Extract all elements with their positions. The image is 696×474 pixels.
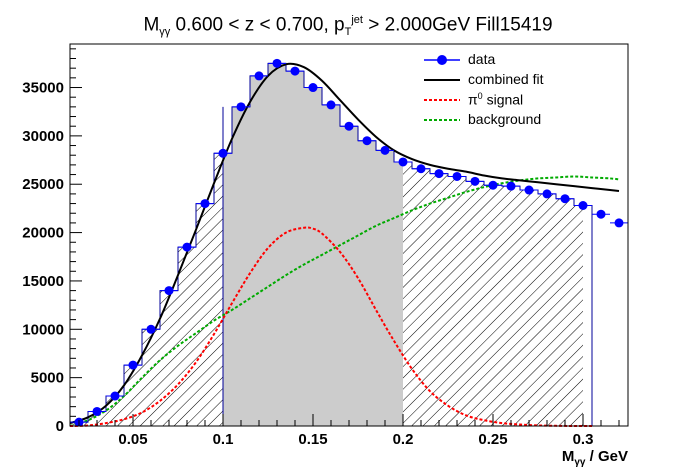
y-tick-label: 20000 (22, 225, 64, 242)
x-axis-label: Mγγ / GeV (561, 448, 628, 468)
histogram-bar (142, 329, 160, 426)
data-point (578, 201, 588, 211)
histogram-bar (268, 63, 286, 427)
y-tick-label: 35000 (22, 80, 64, 97)
data-point (164, 286, 174, 296)
data-point (470, 176, 480, 186)
chart-title: Mγγ 0.600 < z < 0.700, pTjet > 2.000GeV … (143, 14, 553, 39)
histogram-bar (574, 205, 583, 426)
histogram-bar (304, 87, 322, 427)
y-tick-label: 5000 (31, 370, 64, 387)
histogram-bar (214, 153, 223, 426)
combined-fit-curve (69, 62, 620, 425)
histogram-bar (340, 126, 358, 427)
histogram-bar (430, 173, 448, 426)
legend-label-combined-fit: combined fit (468, 71, 544, 87)
data-point (452, 171, 462, 181)
x-tick-label: 0.05 (118, 431, 147, 448)
x-tick-label: 0.15 (298, 431, 327, 448)
data-point (380, 145, 390, 155)
signal-curve (69, 226, 593, 428)
data-point (560, 194, 570, 204)
histogram-bar (106, 396, 124, 426)
histogram-bar (232, 106, 250, 427)
data-point (488, 180, 498, 190)
y-tick-label: 25000 (22, 176, 64, 193)
data-point (344, 121, 354, 131)
histogram-bar (502, 186, 520, 426)
data-point (542, 189, 552, 199)
legend-item-signal: π0 signal (418, 90, 618, 110)
legend-item-combined-fit: combined fit (418, 70, 618, 90)
data-point (272, 58, 282, 68)
data-point (326, 100, 336, 110)
histogram-bar (484, 185, 502, 426)
histogram-bar (178, 247, 196, 426)
data-point (200, 199, 210, 209)
histogram (69, 62, 593, 427)
histogram-bar (286, 71, 304, 426)
histogram-bar (556, 198, 574, 426)
data-point (236, 102, 246, 112)
x-tick-label: 0.25 (478, 431, 507, 448)
legend: data combined fit π0 signal background (418, 48, 618, 134)
data-point (506, 181, 516, 191)
histogram-bar (403, 161, 412, 427)
histogram-bar (223, 153, 232, 426)
data-point (416, 164, 426, 174)
data-point (146, 324, 156, 334)
background-curve (69, 175, 620, 427)
legend-label-signal: π0 signal (468, 91, 524, 108)
data-point (128, 360, 138, 370)
histogram-bar (412, 168, 430, 426)
data-point (362, 136, 372, 146)
histogram-bar (466, 181, 484, 426)
histogram-bar (538, 193, 556, 426)
histogram-bar (448, 176, 466, 426)
histogram-bar (250, 75, 268, 426)
histogram-bar (358, 140, 376, 426)
legend-item-background: background (418, 110, 618, 130)
legend-item-data: data (418, 50, 618, 70)
data-point (398, 157, 408, 167)
histogram-bar (520, 190, 538, 426)
axes: 0.05 0.1 0.15 0.2 0.25 0.3 0 5000 10000 15000 2000… (22, 43, 629, 448)
histogram-bar (394, 161, 403, 427)
data-points (70, 58, 628, 427)
data-point (218, 148, 228, 158)
x-tick-label: 0.2 (393, 431, 414, 448)
data-point (614, 218, 624, 228)
y-tick-label: 0 (56, 418, 64, 435)
data-point (254, 71, 264, 81)
histogram-bar (196, 203, 214, 426)
fit-curves (69, 62, 620, 428)
legend-label-background: background (468, 111, 542, 127)
legend-label-data: data (468, 51, 496, 67)
data-point (92, 406, 102, 416)
data-point (110, 391, 120, 401)
x-tick-label: 0.1 (213, 431, 234, 448)
histogram-bar (160, 290, 178, 426)
histogram-bar (322, 104, 340, 427)
histogram-bar (376, 150, 394, 426)
data-point (290, 66, 300, 76)
data-point (524, 185, 534, 195)
y-tick-label: 30000 (22, 128, 64, 145)
data-point (596, 209, 606, 219)
y-tick-label: 10000 (22, 321, 64, 338)
x-tick-label: 0.3 (573, 431, 594, 448)
data-point (182, 242, 192, 252)
data-point (434, 169, 444, 179)
data-point (308, 83, 318, 93)
y-tick-label: 15000 (22, 273, 64, 290)
